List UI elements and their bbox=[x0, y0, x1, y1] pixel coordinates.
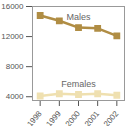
svg-text:Males: Males bbox=[66, 12, 91, 22]
svg-text:2002: 2002 bbox=[102, 109, 121, 126]
svg-text:16000: 16000 bbox=[1, 2, 24, 11]
svg-text:1998: 1998 bbox=[25, 109, 44, 126]
svg-text:4000: 4000 bbox=[6, 92, 24, 101]
svg-text:Females: Females bbox=[61, 79, 96, 89]
svg-text:12000: 12000 bbox=[1, 32, 24, 41]
svg-text:8000: 8000 bbox=[6, 62, 24, 71]
svg-text:2000: 2000 bbox=[64, 109, 83, 126]
svg-text:2001: 2001 bbox=[83, 109, 102, 126]
svg-text:1999: 1999 bbox=[44, 109, 63, 126]
